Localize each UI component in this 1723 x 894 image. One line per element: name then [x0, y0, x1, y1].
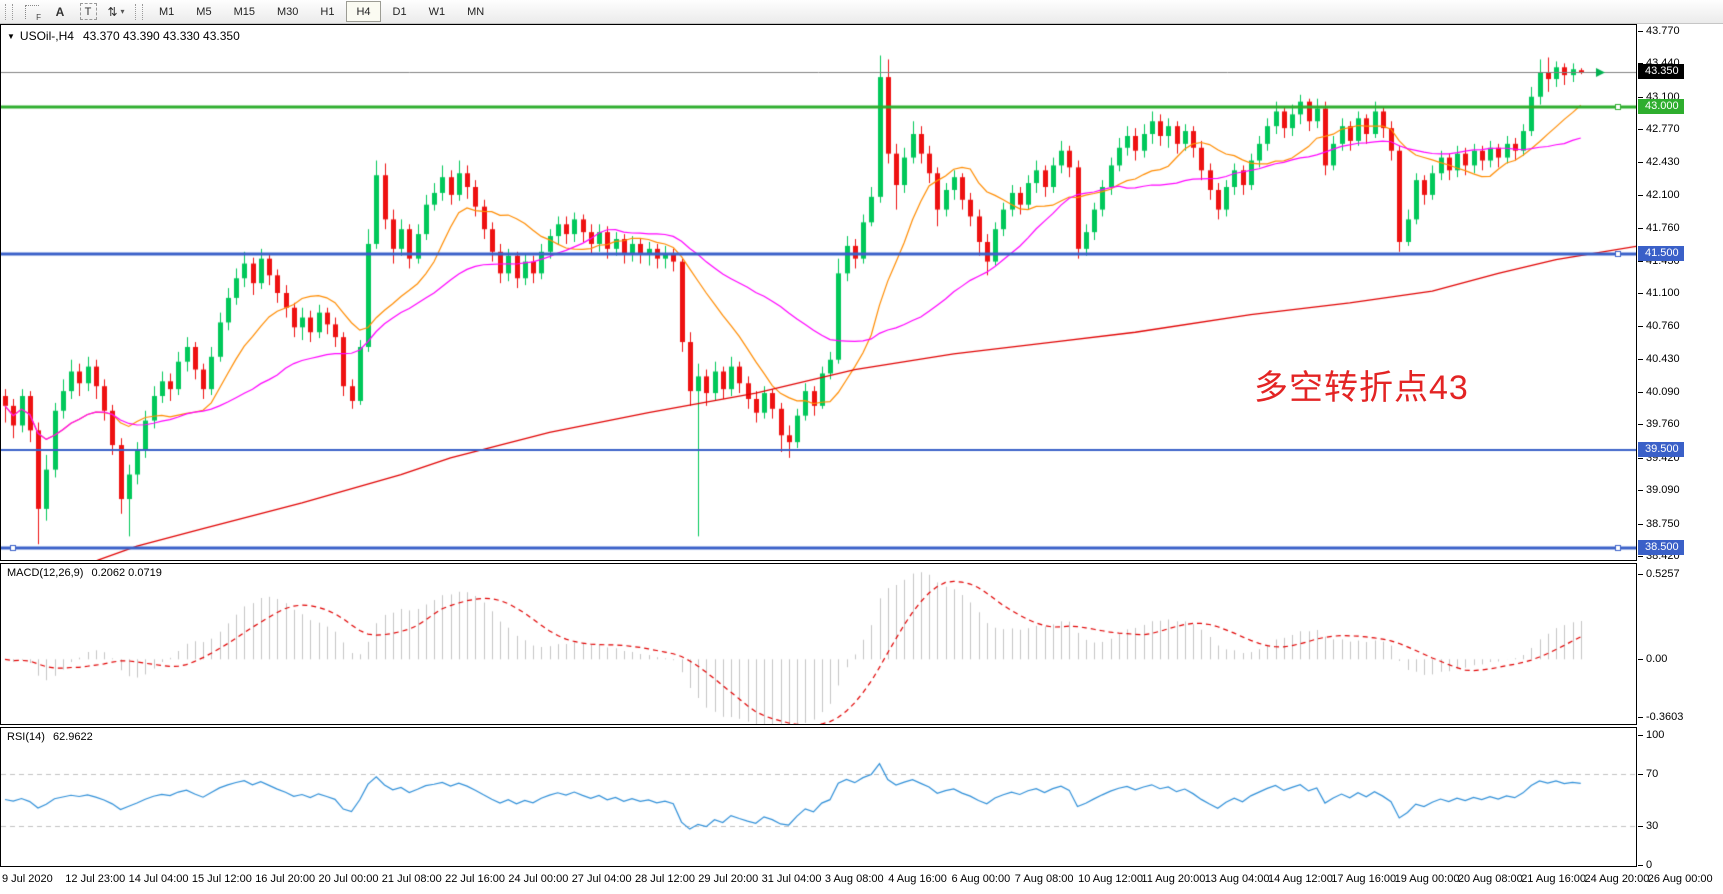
date-label: 10 Aug 12:00 — [1078, 873, 1143, 885]
date-label: 3 Aug 08:00 — [824, 873, 884, 885]
date-label: 17 Aug 16:00 — [1331, 873, 1397, 885]
macd-values: 0.2062 0.0719 — [91, 567, 162, 579]
timeframe-button-mn[interactable]: MN — [467, 5, 485, 18]
date-label: 15 Jul 12:00 — [191, 873, 252, 885]
toolbar: F A T ⇅ ▾ M1 M5 M15 M30 H1 H4 D1 W1 MN — [0, 0, 1723, 24]
swap-arrows-icon: ⇅ — [107, 4, 118, 19]
time-axis[interactable]: 9 Jul 2020 12 Jul 23:00 14 Jul 04:00 15 Jul… — [0, 868, 1723, 894]
macd-name: MACD(12,26,9) — [7, 567, 84, 579]
rsi-tick-70: 70 — [1638, 768, 1658, 780]
text-box-icon: T — [79, 3, 97, 20]
macd-title: MACD(12,26,9) 0.2062 0.0719 — [7, 567, 162, 579]
date-label: 14 Jul 04:00 — [128, 873, 189, 885]
rsi-value: 62.9622 — [52, 731, 93, 743]
toolbar-grip[interactable] — [5, 3, 13, 20]
date-label: 22 Jul 16:00 — [445, 873, 506, 885]
timeframe-button-d1[interactable]: D1 — [392, 5, 407, 18]
price-tick-40.090: 40.090 — [1638, 386, 1680, 398]
date-label: 6 Aug 00:00 — [951, 873, 1011, 885]
macd-tick-0.00: 0.00 — [1638, 653, 1667, 665]
date-label: 24 Jul 00:00 — [508, 873, 569, 885]
chart-dropdown-icon[interactable]: ▼ — [7, 31, 15, 41]
rsi-name: RSI(14) — [7, 731, 45, 743]
timeframe-button-w1[interactable]: W1 — [428, 5, 446, 18]
grid-icon: F — [25, 4, 41, 22]
date-label: 27 Jul 04:00 — [571, 873, 632, 885]
chevron-down-icon: ▾ — [120, 7, 125, 16]
letter-a-icon: A — [55, 4, 65, 19]
timeframe-button-m1[interactable]: M1 — [159, 5, 175, 18]
date-label: 4 Aug 16:00 — [888, 873, 947, 885]
date-label: 16 Jul 20:00 — [255, 873, 316, 885]
chart-annotation: 多空转折点43 — [1254, 369, 1469, 407]
main-chart-canvas[interactable] — [1, 25, 1636, 560]
price-tick-41.760: 41.760 — [1638, 222, 1680, 234]
date-label: 24 Aug 20:00 — [1584, 873, 1650, 885]
price-tick-38.750: 38.750 — [1638, 518, 1680, 530]
price-tick-43.770: 43.770 — [1638, 25, 1680, 37]
chart-symbol: USOil-,H4 — [19, 29, 74, 43]
rsi-tick-30: 30 — [1638, 820, 1658, 832]
timeframe-button-h1[interactable]: H1 — [320, 5, 335, 18]
text-box-button[interactable]: T — [75, 2, 101, 21]
date-label: 9 Jul 2020 — [2, 873, 53, 885]
date-label: 21 Jul 08:00 — [381, 873, 442, 885]
price-tick-39.090: 39.090 — [1638, 484, 1680, 496]
macd-canvas[interactable] — [1, 564, 1636, 724]
price-tick-40.430: 40.430 — [1638, 353, 1680, 365]
price-tick-39.760: 39.760 — [1638, 418, 1680, 430]
rsi-tick-100: 100 — [1638, 729, 1664, 741]
rsi-canvas[interactable] — [1, 728, 1636, 866]
hline-badge-41.500: 41.500 — [1638, 245, 1684, 261]
macd-tick--0.3603: -0.3603 — [1638, 711, 1683, 723]
hline-badge-39.500: 39.500 — [1638, 442, 1684, 457]
chart-ohlc-values: 43.370 43.390 43.330 43.350 — [82, 29, 240, 43]
timeframe-button-h4[interactable]: H4 — [346, 1, 381, 22]
date-label: 11 Aug 20:00 — [1141, 873, 1206, 885]
date-label: 14 Aug 12:00 — [1268, 873, 1333, 885]
price-tick-42.430: 42.430 — [1638, 156, 1680, 168]
date-label: 29 Jul 20:00 — [698, 873, 759, 885]
main-chart-panel: ▼ USOil-,H4 43.370 43.390 43.330 43.350 … — [0, 24, 1637, 561]
price-tick-42.770: 42.770 — [1638, 123, 1680, 135]
hline-badge-43.000: 43.000 — [1638, 98, 1684, 114]
date-label: 20 Jul 00:00 — [318, 873, 379, 885]
date-label: 28 Jul 12:00 — [635, 873, 695, 885]
macd-tick-0.5257: 0.5257 — [1638, 568, 1680, 580]
date-label: 26 Aug 00:00 — [1647, 873, 1713, 885]
toolbar-grip-2[interactable] — [135, 3, 143, 20]
chart-title: ▼ USOil-,H4 43.370 43.390 43.330 43.350 — [7, 29, 240, 43]
crosshair-grid-button[interactable]: F — [19, 2, 45, 22]
date-label: 12 Jul 23:00 — [65, 873, 126, 885]
price-tick-40.760: 40.760 — [1638, 320, 1680, 332]
date-label: 7 Aug 08:00 — [1014, 873, 1074, 885]
timeframe-button-m15[interactable]: M15 — [233, 5, 255, 18]
date-label: 13 Aug 04:00 — [1204, 873, 1270, 885]
swap-objects-button[interactable]: ⇅ ▾ — [103, 2, 129, 21]
timeframe-button-m5[interactable]: M5 — [196, 5, 212, 18]
rsi-panel: RSI(14) 62.9622 — [0, 727, 1637, 867]
macd-panel: MACD(12,26,9) 0.2062 0.0719 — [0, 563, 1637, 725]
rsi-title: RSI(14) 62.9622 — [7, 731, 93, 743]
timeframe-button-m30[interactable]: M30 — [276, 5, 299, 18]
price-tick-42.100: 42.100 — [1638, 189, 1680, 201]
date-label: 31 Jul 04:00 — [761, 873, 822, 885]
date-label: 21 Aug 16:00 — [1521, 873, 1587, 885]
date-label: 19 Aug 00:00 — [1394, 873, 1460, 885]
timeframe-group: M1 M5 M15 M30 H1 H4 D1 W1 MN — [148, 0, 495, 23]
date-label: 20 Aug 08:00 — [1457, 873, 1523, 885]
current-price-badge: 43.350 — [1638, 64, 1684, 80]
rsi-tick-0: 0 — [1638, 859, 1652, 871]
text-label-button[interactable]: A — [47, 2, 73, 21]
price-tick-41.100: 41.100 — [1638, 287, 1680, 299]
hline-badge-38.500: 38.500 — [1638, 540, 1684, 556]
